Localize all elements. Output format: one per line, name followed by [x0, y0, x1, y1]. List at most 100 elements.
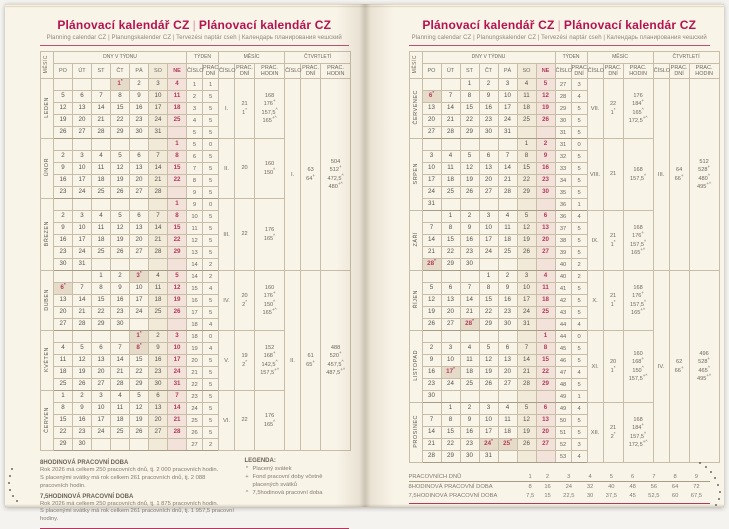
month-name-label: ZÁŘÍ	[408, 210, 423, 271]
day-cell: 16	[72, 414, 92, 427]
day-cell: 8	[535, 342, 556, 355]
day-cell: 8	[91, 282, 111, 295]
day-cell: 7	[516, 342, 537, 355]
week-number-cell: 18	[186, 330, 204, 343]
week-number-cell: 28	[554, 90, 572, 103]
workdays-value: 67,5	[690, 492, 703, 499]
day-cell: 1	[535, 330, 556, 343]
day-cell: 8	[440, 414, 461, 427]
week-number-cell: 14	[186, 258, 204, 271]
day-cell: 22	[129, 366, 149, 379]
page-right: Plánovací kalendář CZ | Plánovací kalendár…	[365, 4, 725, 507]
day-cell: 9	[129, 90, 149, 103]
month-workdays-cell: 21 1*	[234, 78, 256, 139]
day-cell: 30	[53, 258, 73, 271]
week-number-cell: 52	[554, 438, 572, 451]
workdays-value: 15	[544, 492, 551, 499]
day-cell	[497, 198, 518, 211]
day-cell	[497, 258, 518, 271]
day-cell: 10	[421, 162, 442, 175]
title-separator: |	[192, 18, 196, 32]
week-number-cell: 45	[554, 342, 572, 355]
corner-dot	[714, 477, 716, 479]
day-cell	[148, 318, 168, 331]
day-cell: 2	[421, 342, 442, 355]
day-cell: 31	[478, 450, 499, 463]
day-cell	[459, 330, 480, 343]
workdays-header-label: PRACOVNÍCH DNŮ	[408, 472, 521, 482]
day-cell: 15	[166, 162, 188, 175]
day-cell: 20	[129, 174, 149, 187]
day-cell: 6	[148, 390, 168, 403]
workdays-value: 72	[693, 483, 700, 490]
day-cell: 9	[535, 150, 556, 163]
workdays-value: 64	[671, 483, 679, 490]
day-name-ÚT: ÚT	[440, 63, 461, 79]
day-cell: 12	[72, 354, 92, 367]
day-cell: 21	[421, 246, 442, 259]
week-workdays-cell: 4	[570, 450, 588, 463]
day-cell: 12	[516, 222, 537, 235]
day-cell	[129, 198, 149, 211]
day-cell: 2	[53, 210, 73, 223]
day-cell: 26	[535, 114, 556, 127]
week-workdays-cell: 5	[202, 378, 220, 391]
day-cell	[53, 330, 73, 343]
day-cell: 31	[421, 198, 442, 211]
day-cell: 28	[110, 378, 130, 391]
week-workdays-cell: 5	[202, 210, 220, 223]
week-workdays-cell: 5	[202, 90, 220, 103]
day-cell: 6	[129, 150, 149, 163]
week-number-cell: 27	[186, 438, 204, 451]
day-cell: 3	[148, 78, 168, 91]
week-workdays-cell: 5	[202, 222, 220, 235]
day-cell: 16	[421, 366, 442, 379]
week-workdays-cell: 5	[202, 174, 220, 187]
quarter-workdays-cell: 63 64+	[300, 78, 322, 271]
day-cell: 5	[53, 90, 73, 103]
week-number-cell: 5	[186, 138, 204, 151]
day-cell: 25	[110, 426, 130, 439]
week-number-cell: 15	[186, 282, 204, 295]
day-cell: 8	[53, 402, 73, 415]
legend-items: * Placený svátek + Fond pracovní doby včetn…	[245, 466, 349, 497]
day-cell: 19	[129, 414, 149, 427]
day-cell: 24	[497, 114, 518, 127]
day-cell: 20	[91, 366, 111, 379]
week-number-cell: 19	[186, 342, 204, 355]
quarter-number-cell: IV.	[652, 270, 670, 463]
day-cell	[535, 126, 556, 139]
day-cell: 2	[148, 330, 168, 343]
day-cell	[440, 138, 461, 151]
day-cell: 10	[166, 342, 188, 355]
header-number: ČÍSLO	[186, 63, 204, 79]
week-workdays-cell: 5	[202, 366, 220, 379]
header-work-hours: PRAC. HODIN	[688, 63, 720, 79]
day-cell: 29	[91, 318, 111, 331]
day-cell: 8	[478, 282, 499, 295]
day-cell: 20	[535, 426, 556, 439]
day-cell: 23	[478, 114, 499, 127]
month-hours-cell: 176 165^	[254, 390, 286, 451]
header-work-days: PRAC. DNÍ	[602, 63, 624, 79]
header-number: ČÍSLO	[218, 63, 236, 79]
header-work-days: PRAC. DNÍ	[570, 63, 589, 79]
corner-dot	[718, 498, 720, 500]
month-workdays-cell: 21 2*	[602, 402, 624, 463]
day-cell: 30	[421, 390, 442, 403]
day-name-ÚT: ÚT	[72, 63, 92, 79]
day-cell: 5	[421, 282, 442, 295]
legend-label: Placený svátek	[252, 466, 292, 473]
day-cell: 19	[535, 102, 556, 115]
day-cell: 31	[148, 126, 168, 139]
month-name-label: ČERVENEC	[408, 78, 423, 139]
day-cell: 21	[440, 114, 461, 127]
day-cell: 9	[72, 402, 92, 415]
day-cell: 1	[440, 210, 461, 223]
month-workdays-cell: 22 1*	[602, 78, 624, 139]
week-number-cell: 34	[554, 174, 572, 187]
day-cell: 23	[459, 438, 480, 451]
workdays-count: 9	[682, 472, 710, 482]
day-cell: 23	[53, 186, 73, 199]
workdays-count: 4	[582, 472, 598, 482]
